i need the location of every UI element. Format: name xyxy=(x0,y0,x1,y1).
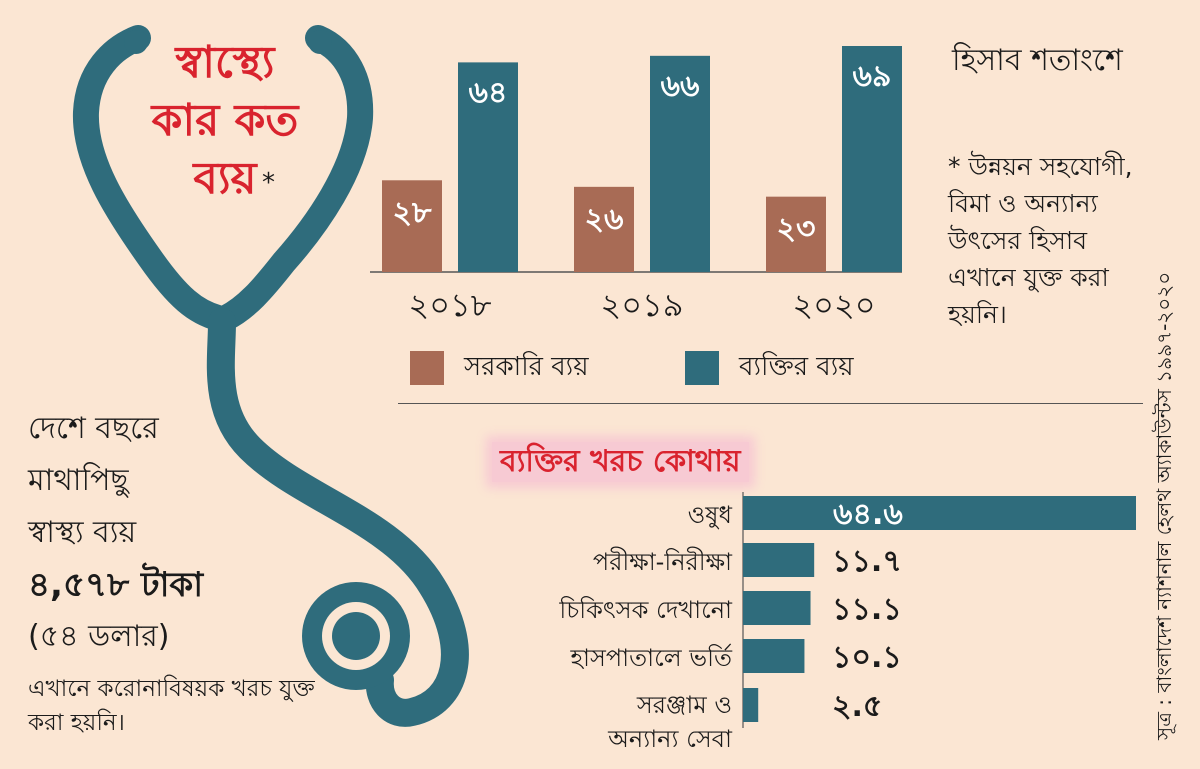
legend-swatch-government xyxy=(410,351,444,385)
legend-government: সরকারি ব্যয় xyxy=(410,348,589,388)
hbar-1 xyxy=(743,543,815,577)
x-tick-label: ২০২০ xyxy=(792,286,875,324)
value-label: ১০.১ xyxy=(832,640,902,675)
ear-tip-left xyxy=(124,30,148,54)
value-label: ৬৪.৬ xyxy=(833,497,903,532)
footnote: * উন্নয়ন সহযোগী, বিমা ও অন্যান্য উৎসের … xyxy=(948,152,1133,329)
bar-value-label: ৬৬ xyxy=(660,69,700,104)
title-line-3: ব্যয় xyxy=(193,153,257,204)
category-label: ওষুধ xyxy=(688,501,733,529)
bar-value-label: ৬৯ xyxy=(853,59,892,94)
bar-government-1 xyxy=(574,186,634,272)
title-asterisk: * xyxy=(262,168,275,198)
chest-piece-icon xyxy=(302,582,410,690)
category-label: সরঞ্জাম ও xyxy=(636,691,732,719)
title-line-1: স্বাস্থ্যে xyxy=(175,37,275,88)
stethoscope-icon xyxy=(72,25,469,727)
hbar-2 xyxy=(743,591,811,625)
title-line-2: কার কত xyxy=(151,95,299,146)
category-label: চিকিৎসক দেখানো xyxy=(558,596,733,624)
value-label: ১১.৭ xyxy=(832,544,902,579)
x-tick-label: ২০১৯ xyxy=(600,286,683,324)
legend-swatch-private xyxy=(685,351,719,385)
legend-label-private: ব্যক্তির ব্যয় xyxy=(739,352,854,382)
x-tick-label: ২০১৮ xyxy=(408,286,491,324)
category-label: অন্যান্য সেবা xyxy=(607,725,733,753)
breakdown-chart-title: ব্যক্তির খরচ কোথায় xyxy=(492,442,749,482)
stethoscope-tube xyxy=(206,308,469,727)
category-label: পরীক্ষা-নিরীক্ষা xyxy=(593,547,733,576)
hbar-4 xyxy=(743,688,759,722)
bar-government-2 xyxy=(766,196,826,272)
bar-value-label: ২৬ xyxy=(584,202,624,237)
per-capita-line-3: স্বাস্থ্য ব্যয় xyxy=(28,515,137,550)
bar-value-label: ২৮ xyxy=(393,195,433,230)
bar-government-0 xyxy=(382,180,442,272)
per-capita-block: দেশে বছরে মাথাপিছু স্বাস্থ্য ব্যয় ৪,৫৭৮… xyxy=(28,403,328,663)
legend-private: ব্যক্তির ব্যয় xyxy=(685,348,854,388)
legend-label-government: সরকারি ব্যয় xyxy=(464,352,589,382)
per-capita-amount: ৪,৫৭৮ টাকা xyxy=(28,565,204,605)
per-capita-line-1: দেশে বছরে xyxy=(28,411,159,446)
category-label: হাসপাতালে ভর্তি xyxy=(569,643,733,672)
bar-value-label: ২৩ xyxy=(776,212,815,247)
bar-value-label: ৬৪ xyxy=(469,75,508,110)
value-label: ১১.১ xyxy=(832,592,902,627)
ear-tip-right xyxy=(308,30,332,54)
stethoscope-right-arm xyxy=(213,25,374,331)
bar-private-1 xyxy=(650,55,710,273)
value-label: ২.৫ xyxy=(832,689,882,724)
hbar-3 xyxy=(743,639,805,673)
bar-private-2 xyxy=(842,46,902,272)
hbar-0 xyxy=(743,496,1136,530)
stethoscope-left-arm xyxy=(72,25,231,331)
per-capita-usd: (৫৪ ডলার) xyxy=(28,619,170,654)
per-capita-line-2: মাথাপিছু xyxy=(28,463,129,498)
section-divider xyxy=(398,403,1143,404)
main-title: স্বাস্থ্যে কার কত ব্যয় xyxy=(150,34,300,208)
per-capita-note: এখানে করোনাবিষয়ক খরচ যুক্ত করা হয়নি। xyxy=(28,676,315,736)
bar-private-0 xyxy=(458,62,518,272)
unit-note: হিসাব শতাংশে xyxy=(952,43,1123,78)
